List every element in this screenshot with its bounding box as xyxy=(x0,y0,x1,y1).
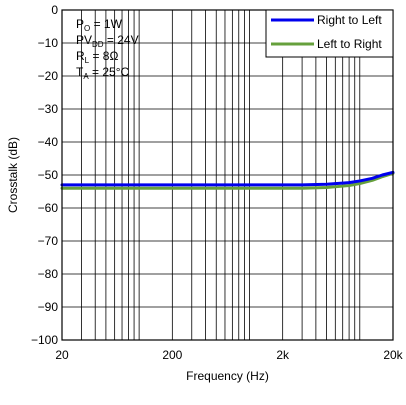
series-line-left-to-right xyxy=(60,171,395,190)
y-tick-label: −30 xyxy=(38,102,59,116)
legend: Right to Left Left to Right xyxy=(265,9,394,58)
y-tick-label: −10 xyxy=(38,36,59,50)
x-tick-label: 2k xyxy=(276,348,290,362)
x-tick-label: 20k xyxy=(383,348,403,362)
conditions-box: PO = 1W PVDD = 24V RL = 8Ω TA = 25°C xyxy=(76,17,139,81)
x-axis-label: Frequency (Hz) xyxy=(186,369,269,383)
y-tick-label: 0 xyxy=(51,3,58,17)
legend-label-left-to-right: Left to Right xyxy=(317,37,382,51)
y-tick-label: −70 xyxy=(38,234,59,248)
y-tick-label: −100 xyxy=(31,333,58,347)
condition-ta: TA = 25°C xyxy=(76,65,130,81)
x-tick-label: 200 xyxy=(162,348,182,362)
y-axis-label: Crosstalk (dB) xyxy=(6,137,20,213)
x-tick-label: 20 xyxy=(55,348,69,362)
series-layer xyxy=(60,170,395,190)
y-tick-label: −60 xyxy=(38,201,59,215)
y-tick-label: −20 xyxy=(38,69,59,83)
series-line-right-to-left xyxy=(60,170,395,187)
legend-label-right-to-left: Right to Left xyxy=(317,13,382,27)
grid-layer xyxy=(62,10,393,340)
legend-box xyxy=(265,9,394,58)
condition-pvdd: PVDD = 24V xyxy=(76,33,139,49)
y-tick-label: −90 xyxy=(38,300,59,314)
condition-rl: RL = 8Ω xyxy=(76,49,118,65)
y-tick-label: −40 xyxy=(38,135,59,149)
plot-frame xyxy=(61,9,394,341)
y-tick-label: −50 xyxy=(38,168,59,182)
y-tick-label: −80 xyxy=(38,267,59,281)
condition-po: PO = 1W xyxy=(76,17,123,33)
